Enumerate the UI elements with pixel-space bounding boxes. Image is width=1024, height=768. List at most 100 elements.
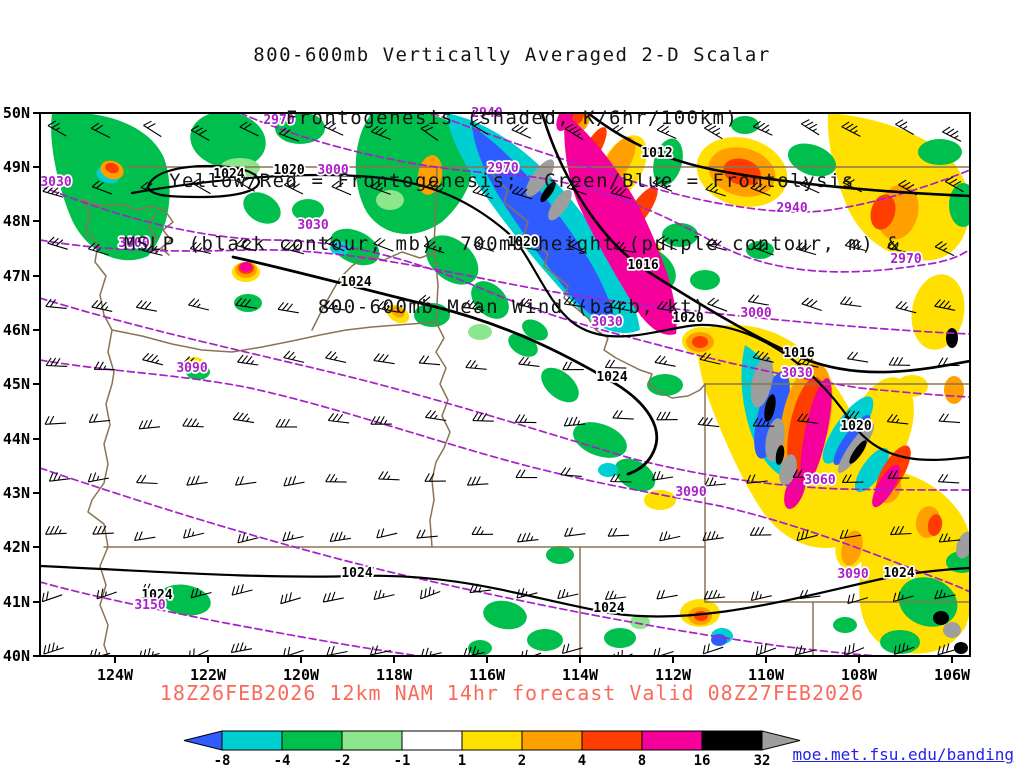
wind-barb-icon xyxy=(189,648,209,656)
shading-region-green xyxy=(51,113,170,261)
wind-barb-icon xyxy=(141,583,163,593)
wind-barb-icon xyxy=(191,178,211,195)
wind-barb-icon xyxy=(139,647,160,656)
wind-barb-icon xyxy=(232,411,255,424)
shading-region-black xyxy=(775,445,785,465)
shading-region-green xyxy=(604,628,636,648)
colorbar-segment xyxy=(701,730,763,751)
contour-label: 3030 xyxy=(781,366,812,381)
wind-barb-icon xyxy=(945,176,964,193)
colorbar-segment xyxy=(341,730,403,751)
wind-barb-icon xyxy=(45,357,68,367)
credit-link[interactable]: moe.met.fsu.edu/banding xyxy=(792,745,1014,764)
wind-barb-icon xyxy=(189,241,211,255)
colorbar-tick-label: 8 xyxy=(638,753,646,768)
wind-barb-icon xyxy=(653,647,674,656)
contour-label: 2970 xyxy=(890,252,921,267)
wind-barb-icon xyxy=(424,409,447,422)
wind-barb-icon xyxy=(888,357,911,366)
contour-label: 1020 xyxy=(273,163,304,178)
wind-barb-icon xyxy=(514,414,537,424)
wind-barb-icon xyxy=(88,413,111,423)
shading-region-lightgreen xyxy=(376,190,404,210)
lon-label: 108W xyxy=(841,666,878,684)
shading-region-cyan xyxy=(854,447,890,493)
shading-region-orange xyxy=(944,376,964,404)
colorbar-segment xyxy=(401,730,463,751)
height-contour-line xyxy=(431,113,970,213)
wind-barb-icon xyxy=(140,181,161,196)
wind-barb-icon xyxy=(938,533,961,543)
lon-label: 122W xyxy=(190,666,227,684)
shading-region-red xyxy=(571,113,585,125)
title-line-3: Yellow/Red = Frontogenesis; Green/Blue =… xyxy=(169,170,855,192)
wind-barb-icon xyxy=(230,642,253,654)
lat-label: 42N xyxy=(3,538,30,556)
wind-barb-icon xyxy=(564,123,584,141)
contour-label: 3030 xyxy=(297,218,328,233)
title-line-1: 800-600mb Vertically Averaged 2-D Scalar xyxy=(253,44,771,66)
wind-barb-icon xyxy=(190,125,210,141)
wind-barb-icon xyxy=(134,531,156,542)
wind-barb-icon xyxy=(705,237,727,251)
wind-barb-icon xyxy=(472,412,494,422)
shading-region-gray xyxy=(548,189,572,221)
shading-region-red xyxy=(694,611,708,621)
lon-label: 116W xyxy=(469,666,506,684)
contour-labels-layer: 1012 1016 1016 1020 1020 1020 1020 1024 1024 1024… xyxy=(39,104,924,618)
shading-region-green xyxy=(292,199,324,221)
shading-region-green xyxy=(653,138,683,186)
wind-barb-icon xyxy=(562,361,584,371)
state-border-line xyxy=(311,251,437,331)
wind-barb-icon xyxy=(47,236,68,250)
wind-barb-icon xyxy=(418,355,441,366)
shading-region-green xyxy=(541,367,579,403)
wind-barb-icon xyxy=(182,418,204,428)
contour-label: 3090 xyxy=(837,567,868,582)
height-contour-line xyxy=(239,113,970,273)
wind-barb-icon xyxy=(749,526,772,536)
wind-barb-icon xyxy=(370,125,392,141)
colorbar-segment xyxy=(281,730,343,751)
wind-barb-icon xyxy=(890,525,912,536)
lat-label: 46N xyxy=(3,321,30,339)
height-contour-line xyxy=(40,185,970,398)
wind-barb-icon xyxy=(275,418,298,428)
shading-region-green xyxy=(614,458,656,492)
wind-barb-icon xyxy=(188,298,210,311)
wind-barb-icon xyxy=(656,124,677,140)
wind-barb-icon xyxy=(750,590,772,602)
wind-barb-icon xyxy=(656,411,678,421)
wind-barb-icon xyxy=(237,532,259,544)
wind-barb-icon xyxy=(378,471,400,481)
wind-barb-icon xyxy=(326,645,348,656)
wind-barb-icon xyxy=(938,413,961,424)
contour-label: 1020 xyxy=(507,235,538,250)
wind-barb-icon xyxy=(186,475,208,486)
wind-barb-icon xyxy=(43,642,64,655)
wind-barb-icon xyxy=(88,242,109,256)
wind-barb-icon xyxy=(938,357,960,367)
wind-barb-icon xyxy=(373,237,394,252)
colorbar-tick-label: 16 xyxy=(694,753,711,768)
wind-barb-icon xyxy=(895,300,917,314)
wind-barb-icon xyxy=(604,590,627,601)
wind-barb-icon xyxy=(283,241,305,255)
wind-barb-icon xyxy=(613,241,635,253)
wind-barb-icon xyxy=(797,355,819,368)
wind-barb-icon xyxy=(419,586,441,600)
contour-label: 2940 xyxy=(776,201,807,216)
contour-label: 2970 xyxy=(487,161,518,176)
state-borders-layer xyxy=(81,166,970,656)
lon-label: 120W xyxy=(283,666,320,684)
state-border-line xyxy=(486,166,706,399)
contour-label: 3090 xyxy=(176,361,207,376)
wind-barb-icon xyxy=(895,119,914,135)
wind-barb-icon xyxy=(323,120,344,136)
wind-barb-icon xyxy=(142,352,164,366)
wind-barb-icon xyxy=(752,350,774,363)
forecast-caption: 18Z26FEB2026 12km NAM 14hr forecast Vali… xyxy=(159,681,865,705)
shading-region-red xyxy=(870,194,896,230)
wind-barb-icon xyxy=(373,589,395,601)
wind-barb-icon xyxy=(934,299,956,311)
